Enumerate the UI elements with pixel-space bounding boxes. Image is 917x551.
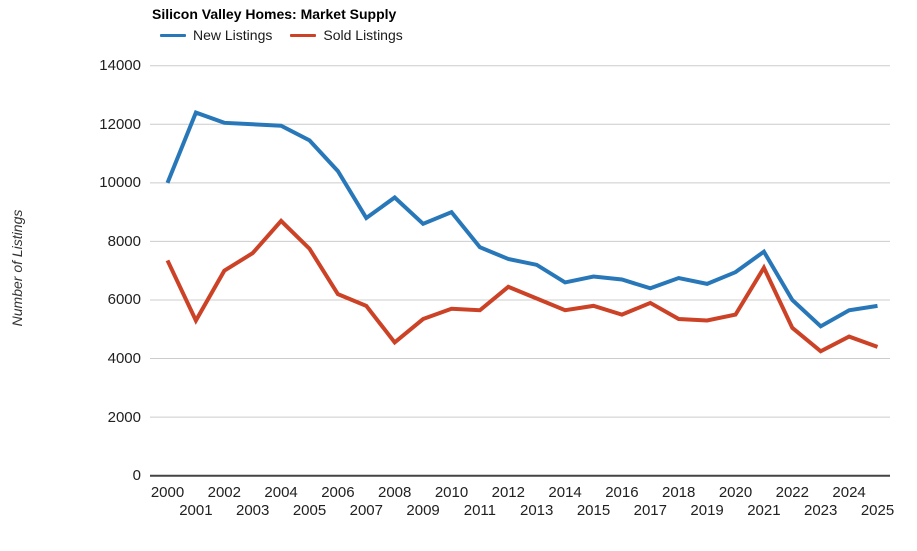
x-tick-label: 2010 xyxy=(434,484,469,501)
legend-label-new-listings: New Listings xyxy=(193,27,273,43)
series-line-new-listings xyxy=(165,110,878,329)
x-tick-label: 2019 xyxy=(690,502,724,519)
new-listings-line-swatch xyxy=(160,33,186,37)
x-tick-label: 2009 xyxy=(406,502,440,519)
x-tick-label: 2025 xyxy=(860,502,895,519)
y-tick-label: 2000 xyxy=(107,408,141,426)
x-tick-label: 2000 xyxy=(150,484,185,501)
y-tick-label: 6000 xyxy=(107,291,141,309)
legend-item-new-listings: New Listings xyxy=(160,27,272,43)
y-tick-label: 10000 xyxy=(99,174,141,192)
y-tick-label: 4000 xyxy=(107,350,141,368)
x-tick-label: 2016 xyxy=(605,484,639,501)
legend: New Listings Sold Listings xyxy=(160,27,403,43)
x-tick-label: 2013 xyxy=(520,502,554,519)
x-tick-label: 2023 xyxy=(804,502,838,519)
series-line-sold-listings xyxy=(165,218,879,354)
x-tick-label: 2015 xyxy=(576,502,611,519)
x-tick-label: 2012 xyxy=(491,484,525,501)
x-tick-label: 2008 xyxy=(378,484,412,501)
x-tick-label: 2004 xyxy=(264,484,298,501)
x-tick-label: 2002 xyxy=(207,484,241,501)
y-tick-label: 14000 xyxy=(99,57,141,75)
x-tick-label: 2007 xyxy=(349,502,383,519)
y-tick-label: 12000 xyxy=(99,115,141,133)
x-tick-label: 2006 xyxy=(321,484,355,501)
x-tick-label: 2017 xyxy=(633,502,667,519)
x-tick-label: 2014 xyxy=(548,484,582,501)
x-tick-label: 2018 xyxy=(662,484,696,501)
x-tick-label: 2001 xyxy=(179,502,213,519)
y-tick-label: 0 xyxy=(132,467,141,485)
legend-item-sold-listings: Sold Listings xyxy=(290,27,403,43)
x-tick-label: 2024 xyxy=(832,484,866,501)
x-tick-label: 2020 xyxy=(718,484,753,501)
y-tick-label: 8000 xyxy=(107,232,141,250)
legend-label-sold-listings: Sold Listings xyxy=(323,27,403,43)
sold-listings-line-swatch xyxy=(290,33,317,37)
x-tick-label: 2021 xyxy=(747,502,781,519)
x-tick-label: 2011 xyxy=(463,502,497,519)
chart-title: Silicon Valley Homes: Market Supply xyxy=(152,6,397,22)
x-tick-label: 2003 xyxy=(236,502,270,519)
x-tick-label: 2022 xyxy=(775,484,809,501)
x-tick-label: 2005 xyxy=(292,502,327,519)
